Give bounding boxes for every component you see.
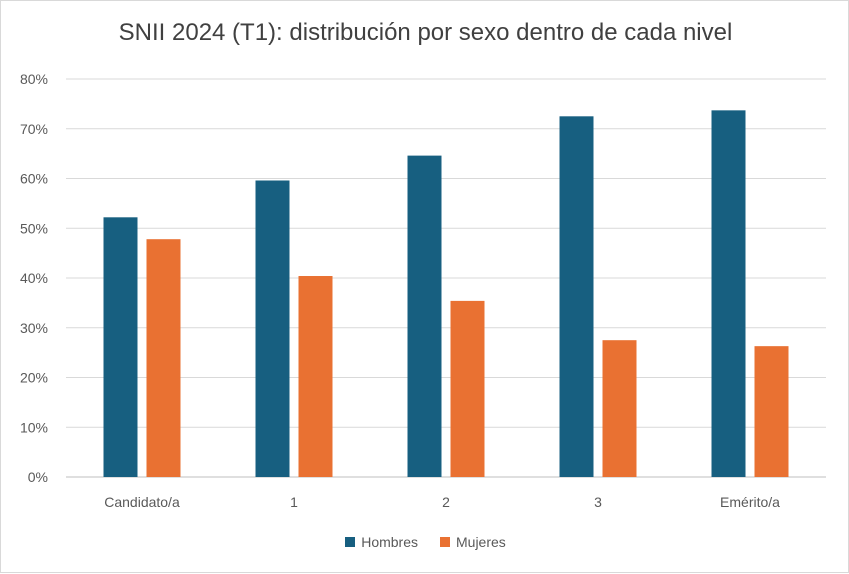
bar-mujeres-4 (754, 346, 789, 477)
bar-mujeres-2 (450, 300, 485, 477)
legend: Hombres Mujeres (1, 534, 849, 550)
y-axis-ticks: 0% 10% 20% 30% 40% 50% 60% 70% 80% (20, 71, 48, 485)
bar-hombres-2 (407, 155, 442, 478)
bar-hombres-0 (103, 217, 138, 477)
legend-label-hombres: Hombres (361, 534, 418, 550)
x-axis-ticks: Candidato/a 1 2 3 Emérito/a (104, 494, 780, 510)
bar-hombres-1 (255, 180, 290, 478)
bar-mujeres-1 (298, 276, 333, 477)
y-tick-label: 50% (20, 220, 48, 236)
legend-item-hombres: Hombres (345, 534, 418, 550)
x-tick-label: 1 (290, 494, 298, 510)
bars (103, 110, 789, 478)
x-tick-label: Emérito/a (720, 494, 780, 510)
y-tick-label: 10% (20, 419, 48, 435)
legend-swatch-mujeres (440, 537, 450, 547)
x-tick-label: 2 (442, 494, 450, 510)
gridlines (66, 78, 826, 478)
y-tick-label: 0% (28, 469, 48, 485)
y-tick-label: 70% (20, 121, 48, 137)
legend-item-mujeres: Mujeres (440, 534, 506, 550)
x-tick-label: 3 (594, 494, 602, 510)
bar-hombres-3 (559, 116, 594, 477)
y-tick-label: 80% (20, 71, 48, 87)
bar-mujeres-0 (146, 239, 181, 477)
y-tick-label: 60% (20, 171, 48, 187)
bar-hombres-4 (711, 110, 746, 477)
legend-swatch-hombres (345, 537, 356, 547)
y-tick-label: 20% (20, 370, 48, 386)
x-tick-label: Candidato/a (104, 494, 180, 510)
y-tick-label: 30% (20, 320, 48, 336)
legend-label-mujeres: Mujeres (456, 534, 506, 550)
y-tick-label: 40% (20, 270, 48, 286)
bar-mujeres-3 (602, 340, 637, 477)
chart-title: SNII 2024 (T1): distribución por sexo de… (118, 19, 733, 46)
